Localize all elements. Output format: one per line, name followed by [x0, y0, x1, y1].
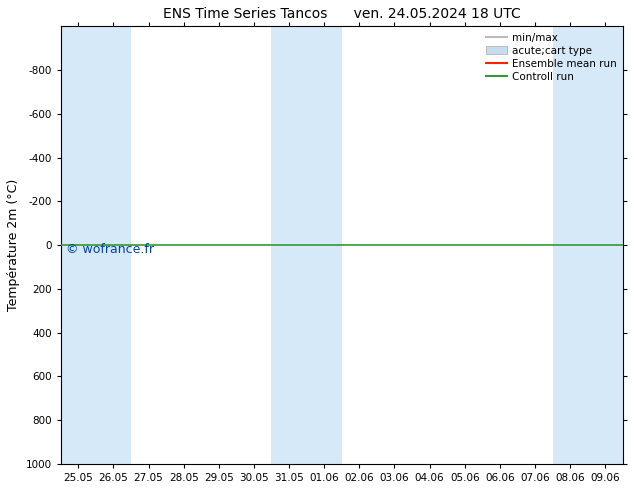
Title: ENS Time Series Tancos      ven. 24.05.2024 18 UTC: ENS Time Series Tancos ven. 24.05.2024 1…: [163, 7, 521, 21]
Text: © wofrance.fr: © wofrance.fr: [67, 243, 154, 256]
Bar: [553, 26, 588, 464]
Bar: [96, 26, 131, 464]
Legend: min/max, acute;cart type, Ensemble mean run, Controll run: min/max, acute;cart type, Ensemble mean …: [482, 28, 621, 86]
Y-axis label: Température 2m (°C): Température 2m (°C): [7, 179, 20, 311]
Bar: [61, 26, 96, 464]
Bar: [271, 26, 307, 464]
Bar: [307, 26, 342, 464]
Bar: [588, 26, 623, 464]
